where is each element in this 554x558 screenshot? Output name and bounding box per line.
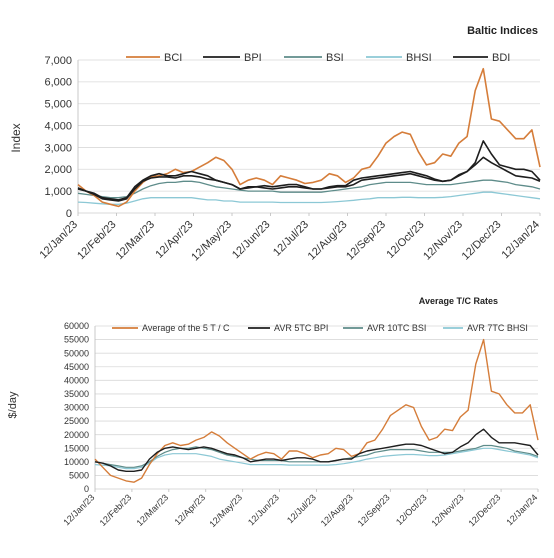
chart1-grid bbox=[77, 59, 541, 216]
y-tick-label: 60000 bbox=[64, 321, 89, 331]
y-tick-label: 20000 bbox=[64, 430, 89, 440]
chart2-title: Average T/C Rates bbox=[419, 296, 498, 306]
x-tick-label: 12/Nov/23 bbox=[421, 219, 465, 263]
x-tick-label: 12/Jun/23 bbox=[246, 492, 281, 527]
y-tick-label: 5,000 bbox=[44, 99, 72, 111]
x-tick-label: 12/Dec/23 bbox=[466, 492, 502, 528]
legend-label: AVR 10TC BSI bbox=[367, 323, 426, 333]
x-tick-label: 12/Oct/23 bbox=[394, 492, 429, 527]
y-tick-label: 2,000 bbox=[44, 164, 72, 176]
x-tick-label: 12/May/23 bbox=[207, 492, 244, 529]
series-line-bpi bbox=[77, 140, 541, 201]
y-tick-label: 50000 bbox=[64, 348, 89, 358]
y-tick-label: 25000 bbox=[64, 416, 89, 426]
legend-label: BHSI bbox=[406, 52, 432, 64]
series-line-avr-10tc-bsi bbox=[94, 444, 539, 468]
chart1-x-tick-labels: 12/Jan/2312/Feb/2312/Mar/2312/Apr/2312/M… bbox=[37, 219, 542, 264]
x-tick-label: 12/Aug/23 bbox=[306, 219, 350, 263]
x-tick-label: 12/Jul/23 bbox=[271, 219, 311, 259]
series-line-bsi bbox=[77, 179, 541, 199]
y-tick-label: 35000 bbox=[64, 389, 89, 399]
chart1-title: Baltic Indices bbox=[467, 25, 538, 37]
chart1-legend: BCI BPI BSI BHSI BDI bbox=[126, 52, 510, 64]
series-line-avr-7tc-bhsi bbox=[94, 447, 539, 470]
x-tick-label: 12/May/23 bbox=[189, 219, 234, 264]
legend-label: BDI bbox=[492, 52, 510, 64]
chart2-y-tick-labels: 0 5000 10000 15000 20000 25000 30000 35000 40000… bbox=[64, 321, 89, 494]
x-tick-label: 12/Feb/23 bbox=[75, 219, 119, 263]
series-line-bci bbox=[77, 67, 541, 208]
legend-label: Average of the 5 T / C bbox=[142, 323, 230, 333]
y-tick-label: 15000 bbox=[64, 443, 89, 453]
y-tick-label: 40000 bbox=[64, 375, 89, 385]
x-tick-label: 12/Jan/23 bbox=[37, 219, 80, 262]
x-tick-label: 12/Mar/23 bbox=[135, 492, 171, 528]
chart1-series-lines bbox=[77, 67, 541, 208]
x-tick-label: 12/Dec/23 bbox=[460, 219, 504, 263]
y-tick-label: 0 bbox=[84, 484, 89, 494]
x-tick-label: 12/Jan/24 bbox=[499, 219, 542, 262]
x-tick-label: 12/Jan/23 bbox=[61, 492, 96, 527]
series-line-average-of-the-5-t-c bbox=[94, 338, 539, 483]
chart-baltic-indices: Baltic Indices Index 0 1,000 2,000 3,000 4,0… bbox=[9, 25, 542, 263]
x-tick-label: 12/Jan/24 bbox=[504, 492, 539, 527]
chart1-y-tick-labels: 0 1,000 2,000 3,000 4,000 5,000 6,000 7,000 bbox=[44, 55, 72, 220]
chart2-series-lines bbox=[94, 338, 539, 483]
x-tick-label: 12/Aug/23 bbox=[319, 492, 355, 528]
chart1-y-axis-title: Index bbox=[9, 123, 23, 152]
legend-label: BPI bbox=[244, 52, 262, 64]
chart-average-tc-rates: Average T/C Rates $/day 0 5000 10000 15000 2… bbox=[7, 296, 539, 529]
y-tick-label: 10000 bbox=[64, 457, 89, 467]
y-tick-label: 1,000 bbox=[44, 186, 72, 198]
x-tick-label: 12/Jun/23 bbox=[230, 219, 273, 262]
y-tick-label: 55000 bbox=[64, 335, 89, 345]
legend-label: AVR 7TC BHSI bbox=[467, 323, 528, 333]
x-tick-label: 12/Apr/23 bbox=[172, 492, 207, 527]
x-tick-label: 12/Jul/23 bbox=[285, 492, 318, 525]
x-tick-label: 12/Mar/23 bbox=[114, 219, 158, 263]
y-tick-label: 0 bbox=[66, 208, 72, 220]
x-tick-label: 12/Sep/23 bbox=[344, 219, 388, 263]
x-tick-label: 12/Sep/23 bbox=[356, 492, 392, 528]
y-tick-label: 30000 bbox=[64, 403, 89, 413]
series-line-bhsi bbox=[77, 191, 541, 205]
chart2-y-axis-title: $/day bbox=[7, 391, 19, 418]
y-tick-label: 5000 bbox=[69, 471, 89, 481]
chart2-legend: Average of the 5 T / C AVR 5TC BPI AVR 10T… bbox=[112, 323, 528, 333]
legend-label: AVR 5TC BPI bbox=[274, 323, 328, 333]
y-tick-label: 45000 bbox=[64, 362, 89, 372]
legend-label: BSI bbox=[326, 52, 344, 64]
legend-label: BCI bbox=[164, 52, 182, 64]
x-tick-label: 12/Nov/23 bbox=[429, 492, 465, 528]
chart2-x-tick-labels: 12/Jan/23 12/Feb/23 12/Mar/23 12/Apr/23 12/M… bbox=[61, 492, 539, 529]
y-tick-label: 7,000 bbox=[44, 55, 72, 67]
series-line-avr-5tc-bpi bbox=[94, 428, 539, 472]
y-tick-label: 4,000 bbox=[44, 120, 72, 132]
y-tick-label: 3,000 bbox=[44, 142, 72, 154]
x-tick-label: 12/Feb/23 bbox=[98, 492, 134, 528]
y-tick-label: 6,000 bbox=[44, 77, 72, 89]
chart2-grid bbox=[94, 325, 539, 492]
